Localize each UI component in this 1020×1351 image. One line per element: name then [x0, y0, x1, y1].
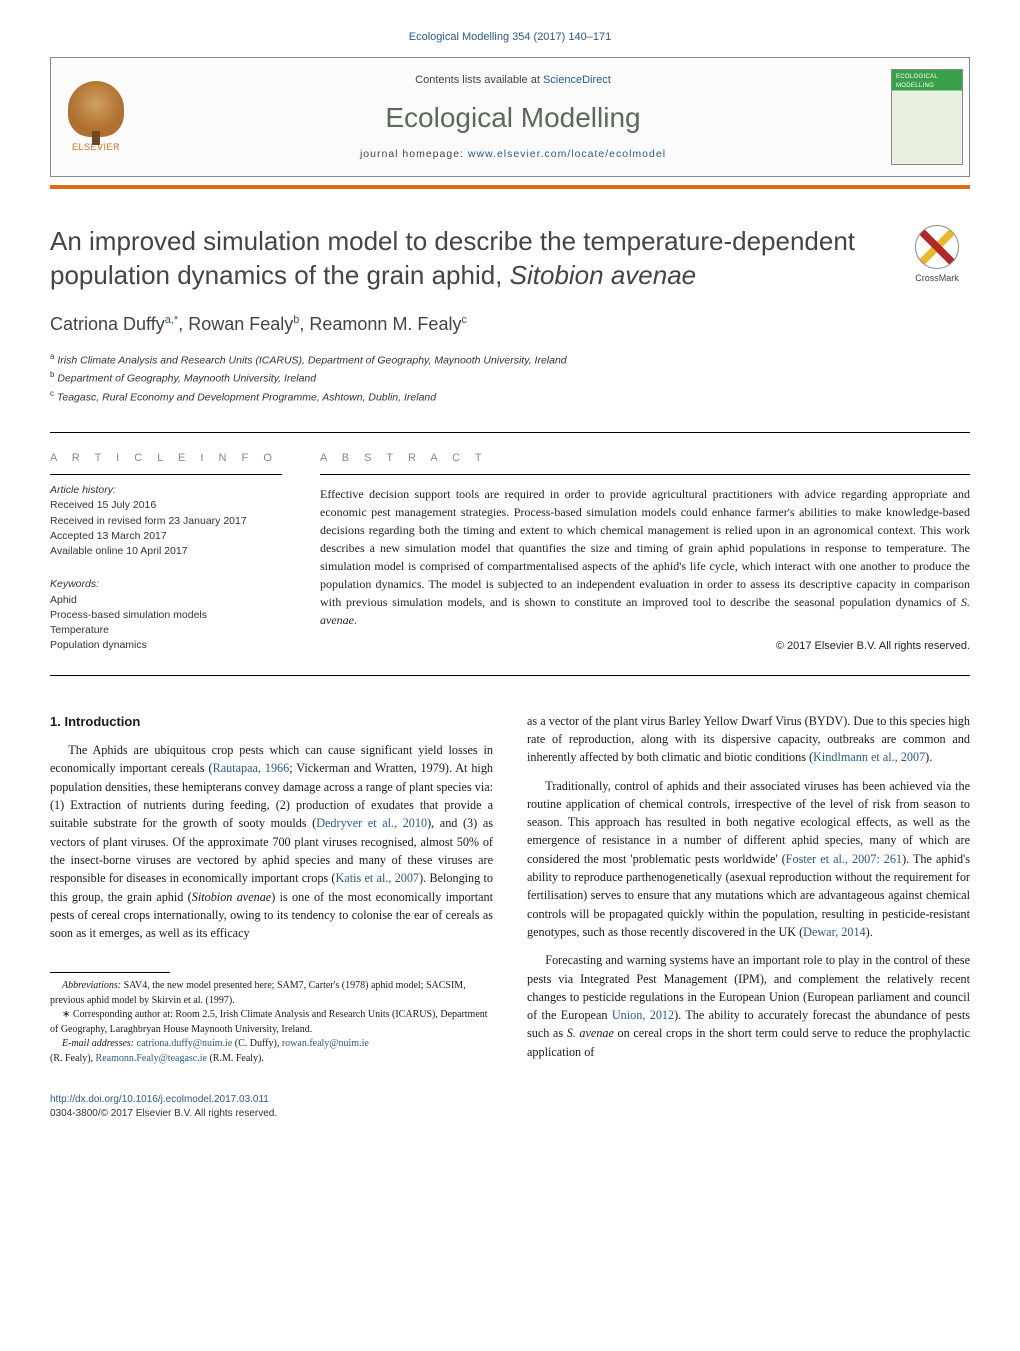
footnote-text: (C. Duffy), — [232, 1038, 282, 1049]
abstract-block: a b s t r a c t Effective decision suppo… — [320, 451, 970, 655]
citation-link[interactable]: Katis et al., 2007 — [336, 871, 420, 885]
elsevier-tree-icon — [68, 81, 124, 137]
page: Ecological Modelling 354 (2017) 140–171 … — [0, 0, 1020, 1171]
homepage-prefix: journal homepage: — [360, 148, 468, 160]
species-name: Sitobion avenae — [192, 890, 271, 904]
history-revised: Received in revised form 23 January 2017 — [50, 515, 247, 527]
history-heading: Article history: — [50, 484, 116, 496]
crossmark-label: CrossMark — [915, 273, 959, 283]
keyword: Temperature — [50, 624, 109, 636]
affiliation-a-text: Irish Climate Analysis and Research Unit… — [57, 355, 566, 367]
journal-cover-icon — [891, 69, 963, 165]
footnote-label: E-mail addresses: — [62, 1038, 134, 1049]
citation-link[interactable]: Dewar, 2014 — [803, 925, 865, 939]
info-abstract-row: a r t i c l e i n f o Article history: R… — [50, 433, 970, 675]
history-accepted: Accepted 13 March 2017 — [50, 530, 167, 542]
history-online: Available online 10 April 2017 — [50, 545, 188, 557]
section-heading-intro: 1. Introduction — [50, 712, 493, 732]
citation-link[interactable]: Rautapaa, 1966 — [213, 761, 290, 775]
article-info-label: a r t i c l e i n f o — [50, 451, 282, 466]
citation-link[interactable]: Union, 2012 — [612, 1008, 674, 1022]
intro-paragraph: as a vector of the plant virus Barley Ye… — [527, 712, 970, 767]
intro-paragraph: Forecasting and warning systems have an … — [527, 951, 970, 1061]
species-name: S. avenae — [567, 1026, 614, 1040]
footnote-text: (R.M. Fealy). — [207, 1053, 264, 1064]
citation-link[interactable]: Foster et al., 2007: 261 — [786, 852, 902, 866]
footnote-rule — [50, 972, 170, 973]
journal-homepage-line: journal homepage: www.elsevier.com/locat… — [360, 147, 666, 162]
crossmark-badge[interactable]: CrossMark — [904, 225, 970, 285]
article-title-species: Sitobion avenae — [510, 260, 696, 290]
affiliation-c: c Teagasc, Rural Economy and Development… — [50, 388, 970, 406]
horizontal-rule — [50, 675, 970, 676]
header-center: Contents lists available at ScienceDirec… — [141, 58, 885, 176]
article-title-text: An improved simulation model to describe… — [50, 226, 855, 289]
authors-line: Catriona Duffya,*, Rowan Fealyb, Reamonn… — [50, 312, 970, 337]
affiliation-a: a Irish Climate Analysis and Research Un… — [50, 351, 970, 369]
page-footer: http://dx.doi.org/10.1016/j.ecolmodel.20… — [50, 1093, 970, 1121]
affiliation-c-text: Teagasc, Rural Economy and Development P… — [57, 391, 436, 403]
keywords-block: Keywords: Aphid Process-based simulation… — [50, 577, 282, 653]
abstract-post: . — [354, 613, 357, 627]
info-rule — [50, 474, 282, 475]
contents-prefix: Contents lists available at — [415, 74, 543, 86]
intro-paragraph: The Aphids are ubiquitous crop pests whi… — [50, 741, 493, 942]
email-link[interactable]: catriona.duffy@nuim.ie — [137, 1038, 233, 1049]
footnote-abbrev: Abbreviations: SAV4, the new model prese… — [50, 979, 493, 1008]
footnote-text: (R. Fealy), — [50, 1053, 96, 1064]
footnotes: Abbreviations: SAV4, the new model prese… — [50, 979, 493, 1066]
abstract-label: a b s t r a c t — [320, 451, 970, 466]
article-history: Article history: Received 15 July 2016 R… — [50, 483, 282, 559]
footnote-wrapper: Abbreviations: SAV4, the new model prese… — [50, 972, 493, 1066]
journal-title: Ecological Modelling — [385, 98, 640, 137]
footnote-corresponding: ∗ Corresponding author at: Room 2.5, Iri… — [50, 1008, 493, 1037]
keywords-heading: Keywords: — [50, 578, 99, 590]
journal-homepage-link[interactable]: www.elsevier.com/locate/ecolmodel — [468, 148, 666, 160]
keyword: Population dynamics — [50, 639, 147, 651]
journal-reference: Ecological Modelling 354 (2017) 140–171 — [50, 30, 970, 45]
journal-header-box: ELSEVIER Contents lists available at Sci… — [50, 57, 970, 177]
accent-bar — [50, 185, 970, 189]
journal-ref-link[interactable]: Ecological Modelling 354 (2017) 140–171 — [409, 31, 611, 43]
doi-link[interactable]: http://dx.doi.org/10.1016/j.ecolmodel.20… — [50, 1094, 269, 1105]
footnote-emails: E-mail addresses: catriona.duffy@nuim.ie… — [50, 1037, 493, 1066]
affiliations: a Irish Climate Analysis and Research Un… — [50, 351, 970, 406]
citation-link[interactable]: Kindlmann et al., 2007 — [813, 750, 925, 764]
abstract-copyright: © 2017 Elsevier B.V. All rights reserved… — [320, 639, 970, 654]
keyword: Process-based simulation models — [50, 609, 207, 621]
publisher-logo: ELSEVIER — [51, 58, 141, 176]
abstract-text: Effective decision support tools are req… — [320, 485, 970, 629]
body-columns: 1. Introduction The Aphids are ubiquitou… — [50, 712, 970, 1071]
crossmark-icon — [915, 225, 959, 269]
citation-link[interactable]: Dedryver et al., 2010 — [316, 816, 427, 830]
body-text: ). — [925, 750, 932, 764]
article-title: An improved simulation model to describe… — [50, 225, 888, 292]
keyword: Aphid — [50, 594, 77, 606]
sciencedirect-link[interactable]: ScienceDirect — [543, 74, 611, 86]
affiliation-b-text: Department of Geography, Maynooth Univer… — [57, 373, 316, 385]
affiliation-b: b Department of Geography, Maynooth Univ… — [50, 369, 970, 387]
contents-available-line: Contents lists available at ScienceDirec… — [415, 73, 611, 88]
journal-cover-thumb — [885, 58, 969, 176]
abstract-rule — [320, 474, 970, 475]
issn-copyright: 0304-3800/© 2017 Elsevier B.V. All right… — [50, 1108, 277, 1119]
abstract-pre: Effective decision support tools are req… — [320, 487, 970, 609]
body-text: ). — [866, 925, 873, 939]
footnote-label: Abbreviations: — [62, 980, 121, 991]
history-received: Received 15 July 2016 — [50, 499, 156, 511]
article-info-block: a r t i c l e i n f o Article history: R… — [50, 451, 282, 655]
intro-paragraph: Traditionally, control of aphids and the… — [527, 777, 970, 942]
email-link[interactable]: Reamonn.Fealy@teagasc.ie — [96, 1053, 207, 1064]
email-link[interactable]: rowan.fealy@nuim.ie — [282, 1038, 369, 1049]
title-row: An improved simulation model to describe… — [50, 225, 970, 292]
footnote-text: Corresponding author at: Room 2.5, Irish… — [50, 1009, 488, 1035]
